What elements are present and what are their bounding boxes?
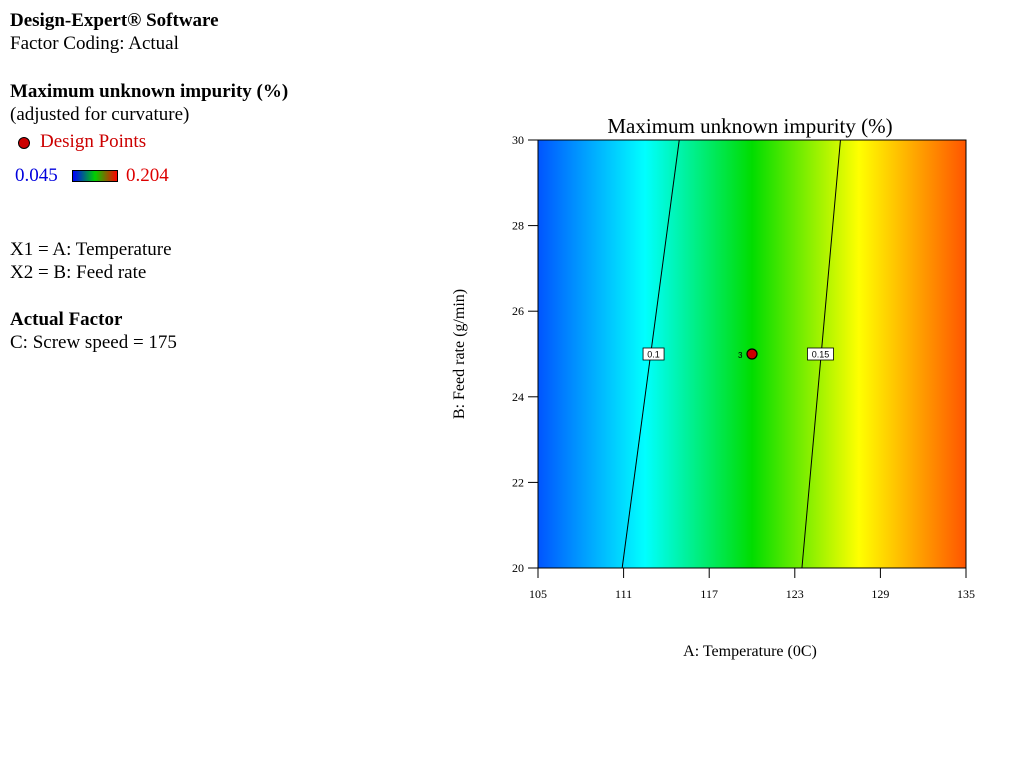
factor-x1: X1 = A: Temperature <box>10 239 172 260</box>
x-tick-label: 123 <box>786 587 804 601</box>
response-title: Maximum unknown impurity (%) <box>10 81 289 102</box>
contour-label: 0.1 <box>647 350 660 360</box>
design-point-label: 3 <box>738 351 743 360</box>
x-axis-label: A: Temperature (0C) <box>683 643 817 660</box>
x-tick-label: 111 <box>615 587 632 601</box>
y-axis: 20 22 24 26 28 30 <box>512 133 538 575</box>
x-axis: 105 111 117 123 129 135 <box>529 568 975 601</box>
response-note: (adjusted for curvature) <box>10 104 190 125</box>
y-tick-label: 22 <box>512 475 524 489</box>
actual-factor-heading: Actual Factor <box>10 309 123 330</box>
color-scale-bar <box>72 170 118 182</box>
range-min: 0.045 <box>15 165 58 186</box>
x-tick-label: 129 <box>871 587 889 601</box>
factor-x2: X2 = B: Feed rate <box>10 262 147 283</box>
x-tick-label: 105 <box>529 587 547 601</box>
y-axis-label: B: Feed rate (g/min) <box>451 289 468 419</box>
software-name: Design-Expert® Software <box>10 10 219 31</box>
contour-label-box <box>807 347 834 361</box>
design-points-label: Design Points <box>40 131 147 152</box>
x-tick-label: 117 <box>700 587 718 601</box>
y-tick-label: 24 <box>512 390 524 404</box>
design-point <box>746 348 758 360</box>
actual-factor-value: C: Screw speed = 175 <box>10 332 177 353</box>
contour-lines: 0.1 0.15 <box>621 139 841 569</box>
chart-title: Maximum unknown impurity (%) <box>607 114 892 138</box>
y-tick-label: 26 <box>512 304 524 318</box>
y-tick-label: 30 <box>512 133 524 147</box>
factor-coding: Factor Coding: Actual <box>10 33 179 54</box>
y-tick-label: 28 <box>512 219 524 233</box>
design-point-icon <box>18 137 30 149</box>
plot-frame <box>537 139 967 569</box>
contour-label: 0.15 <box>812 350 830 360</box>
contour-chart: Maximum unknown impurity (%) 0.1 0.15 3 1… <box>451 114 975 660</box>
range-max: 0.204 <box>126 165 169 186</box>
x-tick-label: 135 <box>957 587 975 601</box>
contour-label-box <box>642 347 665 361</box>
y-tick-label: 20 <box>512 561 524 575</box>
design-points: 3 <box>738 348 758 360</box>
